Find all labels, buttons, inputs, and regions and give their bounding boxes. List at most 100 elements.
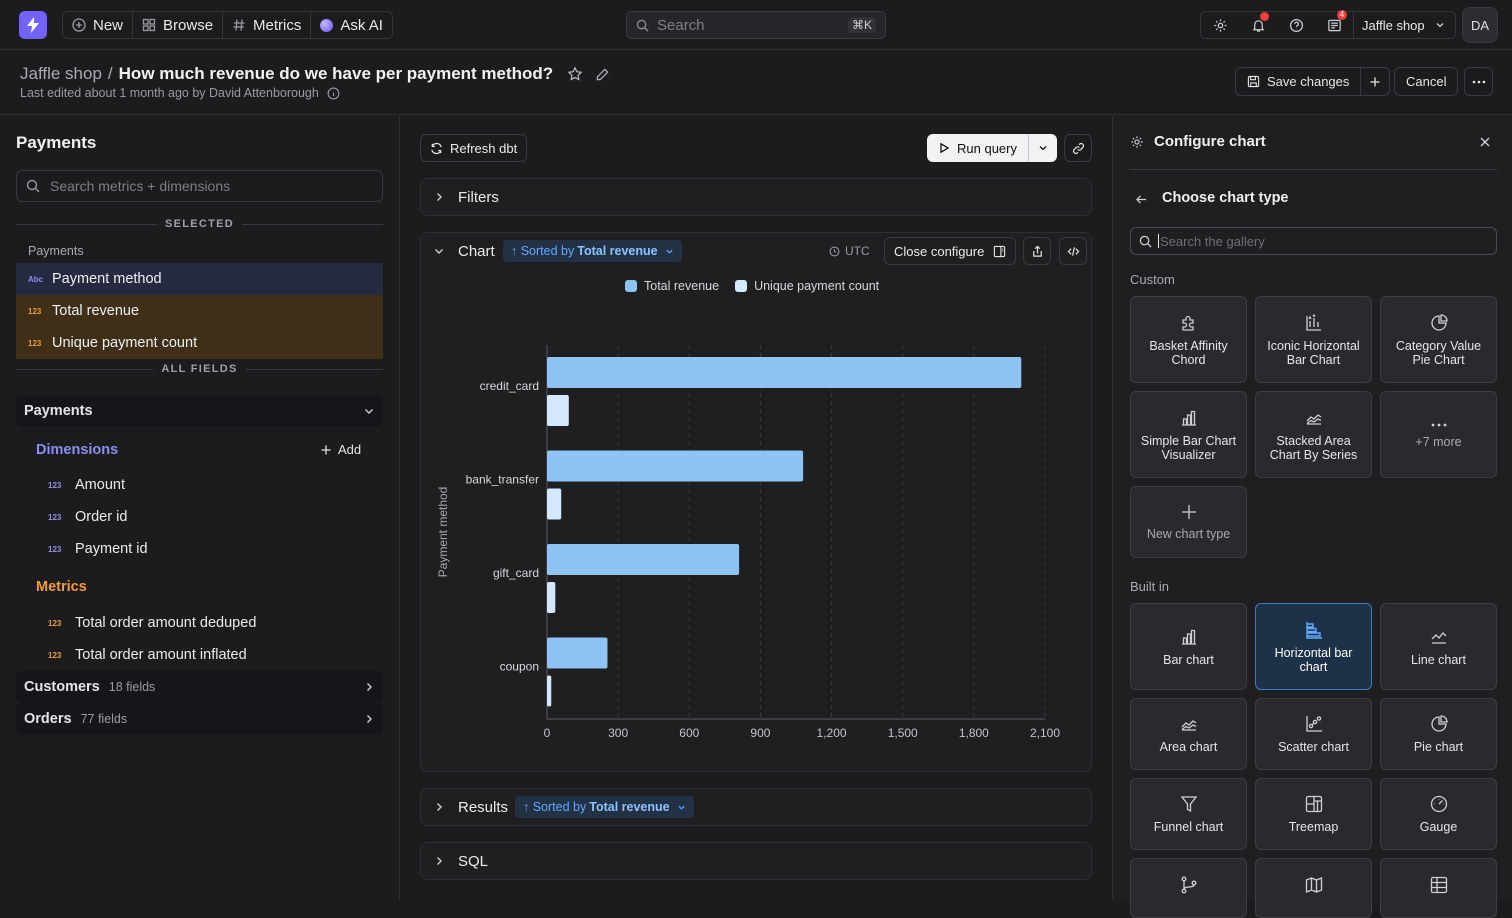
x-tick-label: 1,500 [888,726,918,740]
chart-type-stacked-area-by-series[interactable]: Stacked Area Chart By Series [1255,391,1372,478]
breadcrumb-space[interactable]: Jaffle shop [20,64,102,83]
org-switcher[interactable]: Jaffle shop [1353,12,1455,38]
code-icon [1067,245,1080,258]
chart-type-sankey[interactable] [1130,858,1247,918]
last-edited-text: Last edited about 1 month ago by David A… [20,86,319,100]
close-configure-button[interactable]: Close configure [884,237,1017,265]
add-dimension-button[interactable]: Add [320,442,361,457]
results-section[interactable]: Results ↑ Sorted by Total revenue [420,788,1092,826]
chart-type-basket-affinity-chord[interactable]: Basket Affinity Chord [1130,296,1247,383]
selected-field-total-revenue[interactable]: 123 Total revenue [16,295,383,327]
chart-title: Chart [458,243,495,260]
save-options-button[interactable] [1361,76,1389,88]
chart-type-iconic-horizontal-bar[interactable]: Iconic Horizontal Bar Chart [1255,296,1372,383]
field-search-input[interactable]: Search metrics + dimensions [16,170,383,202]
dimension-item-amount[interactable]: 123 Amount [48,477,125,493]
gallery-search-placeholder: Search the gallery [1160,233,1265,249]
global-search[interactable]: Search ⌘K [626,11,886,39]
user-avatar[interactable]: DA [1462,7,1498,43]
chevron-down-icon[interactable] [433,245,445,257]
dimension-item-order-id[interactable]: 123 Order id [48,509,127,525]
info-icon[interactable] [327,87,340,100]
star-icon[interactable] [567,66,583,82]
table-section-customers[interactable]: Customers 18 fields [16,671,383,703]
run-query-button[interactable]: Run query [927,134,1029,162]
chart-type-gauge[interactable]: Gauge [1380,778,1497,850]
sort-prefix: ↑ Sorted by [511,244,575,258]
more-chart-types[interactable]: +7 more [1380,391,1497,478]
chart-type-bar[interactable]: Bar chart [1130,603,1247,690]
embed-code-button[interactable] [1059,237,1087,265]
lightdash-logo[interactable] [19,11,47,39]
chart-type-table[interactable] [1380,858,1497,918]
chevron-right-icon [363,713,375,725]
refresh-label: Refresh dbt [450,140,518,156]
field-label: Amount [75,477,125,493]
sql-section[interactable]: SQL [420,842,1092,880]
timezone-indicator[interactable]: UTC [829,244,870,258]
refresh-dbt-button[interactable]: Refresh dbt [420,134,528,162]
chart-header: Jaffle shop / How much revenue do we hav… [0,50,1512,115]
selected-field-unique-payment-count[interactable]: 123 Unique payment count [16,327,383,359]
plus-icon [1369,76,1381,88]
explore-table-title: Payments [16,133,97,152]
chart-type-pie[interactable]: Pie chart [1380,698,1497,770]
tile-label: Stacked Area Chart By Series [1269,433,1358,462]
ask-ai-button[interactable]: Ask AI [311,12,392,38]
save-changes-button[interactable]: Save changes [1236,68,1362,95]
save-group: Save changes [1235,67,1391,96]
field-label: Total order amount deduped [75,615,257,631]
metrics-button[interactable]: Metrics [223,12,312,38]
all-fields-divider: ALL FIELDS [16,363,383,375]
table-section-payments[interactable]: Payments [16,395,383,427]
area-chart-icon [1179,714,1199,734]
horizontal-bar-chart: 0 300 600 900 1,200 1,500 1,800 2,100 credit_car… [436,345,1060,740]
new-chart-type-button[interactable]: New chart type [1130,486,1247,558]
chart-type-scatter[interactable]: Scatter chart [1255,698,1372,770]
cancel-button[interactable]: Cancel [1394,67,1459,96]
chevron-right-icon [433,855,445,867]
y-category-label: credit_card [480,379,539,393]
sort-pill[interactable]: ↑ Sorted by Total revenue [503,240,682,262]
legend-item-unique-payment-count[interactable]: Unique payment count [735,279,879,293]
export-button[interactable] [1023,237,1051,265]
chevron-right-icon [433,191,445,203]
legend-item-total-revenue[interactable]: Total revenue [625,279,719,293]
metric-item-total-order-amount-inflated[interactable]: 123 Total order amount inflated [48,647,247,663]
chart-title[interactable]: How much revenue do we have per payment … [118,64,554,83]
arrow-left-icon[interactable] [1135,193,1148,206]
chart-type-treemap[interactable]: Treemap [1255,778,1372,850]
run-options-button[interactable] [1029,134,1057,162]
bar-gift_card-total-revenue [547,544,740,575]
gallery-search-input[interactable]: Search the gallery [1130,227,1497,255]
more-options-button[interactable] [1464,67,1493,96]
search-shortcut: ⌘K [847,17,876,33]
chart-type-line[interactable]: Line chart [1380,603,1497,690]
metric-item-total-order-amount-deduped[interactable]: 123 Total order amount deduped [48,615,256,631]
edit-pencil-icon[interactable] [595,67,610,82]
sort-field: Total revenue [577,244,658,258]
x-tick-label: 900 [750,726,770,740]
chart-type-horizontal-bar[interactable]: Horizontal bar chart [1255,603,1372,690]
new-button[interactable]: New [63,12,134,38]
table-section-orders[interactable]: Orders 77 fields [16,703,383,735]
chart-type-simple-bar-visualizer[interactable]: Simple Bar Chart Visualizer [1130,391,1247,478]
number-type-icon: 123 [48,480,62,490]
sort-prefix: ↑ Sorted by [523,800,587,814]
chart-type-funnel[interactable]: Funnel chart [1130,778,1247,850]
whats-new-button[interactable]: 4 [1315,10,1353,38]
browse-button[interactable]: Browse [133,12,224,38]
filters-section[interactable]: Filters [420,178,1092,216]
dimension-item-payment-id[interactable]: 123 Payment id [48,541,148,557]
share-link-button[interactable] [1064,134,1092,162]
selected-field-payment-method[interactable]: Abc Payment method [16,263,383,295]
chart-type-area[interactable]: Area chart [1130,698,1247,770]
close-icon[interactable] [1479,136,1491,148]
timezone-label: UTC [845,244,870,258]
chart-type-category-value-pie[interactable]: Category Value Pie Chart [1380,296,1497,383]
results-sort-pill[interactable]: ↑ Sorted by Total revenue [515,796,694,818]
chart-type-map[interactable] [1255,858,1372,918]
settings-button[interactable] [1201,12,1239,38]
help-button[interactable] [1277,12,1315,38]
notifications-button[interactable] [1239,12,1277,38]
